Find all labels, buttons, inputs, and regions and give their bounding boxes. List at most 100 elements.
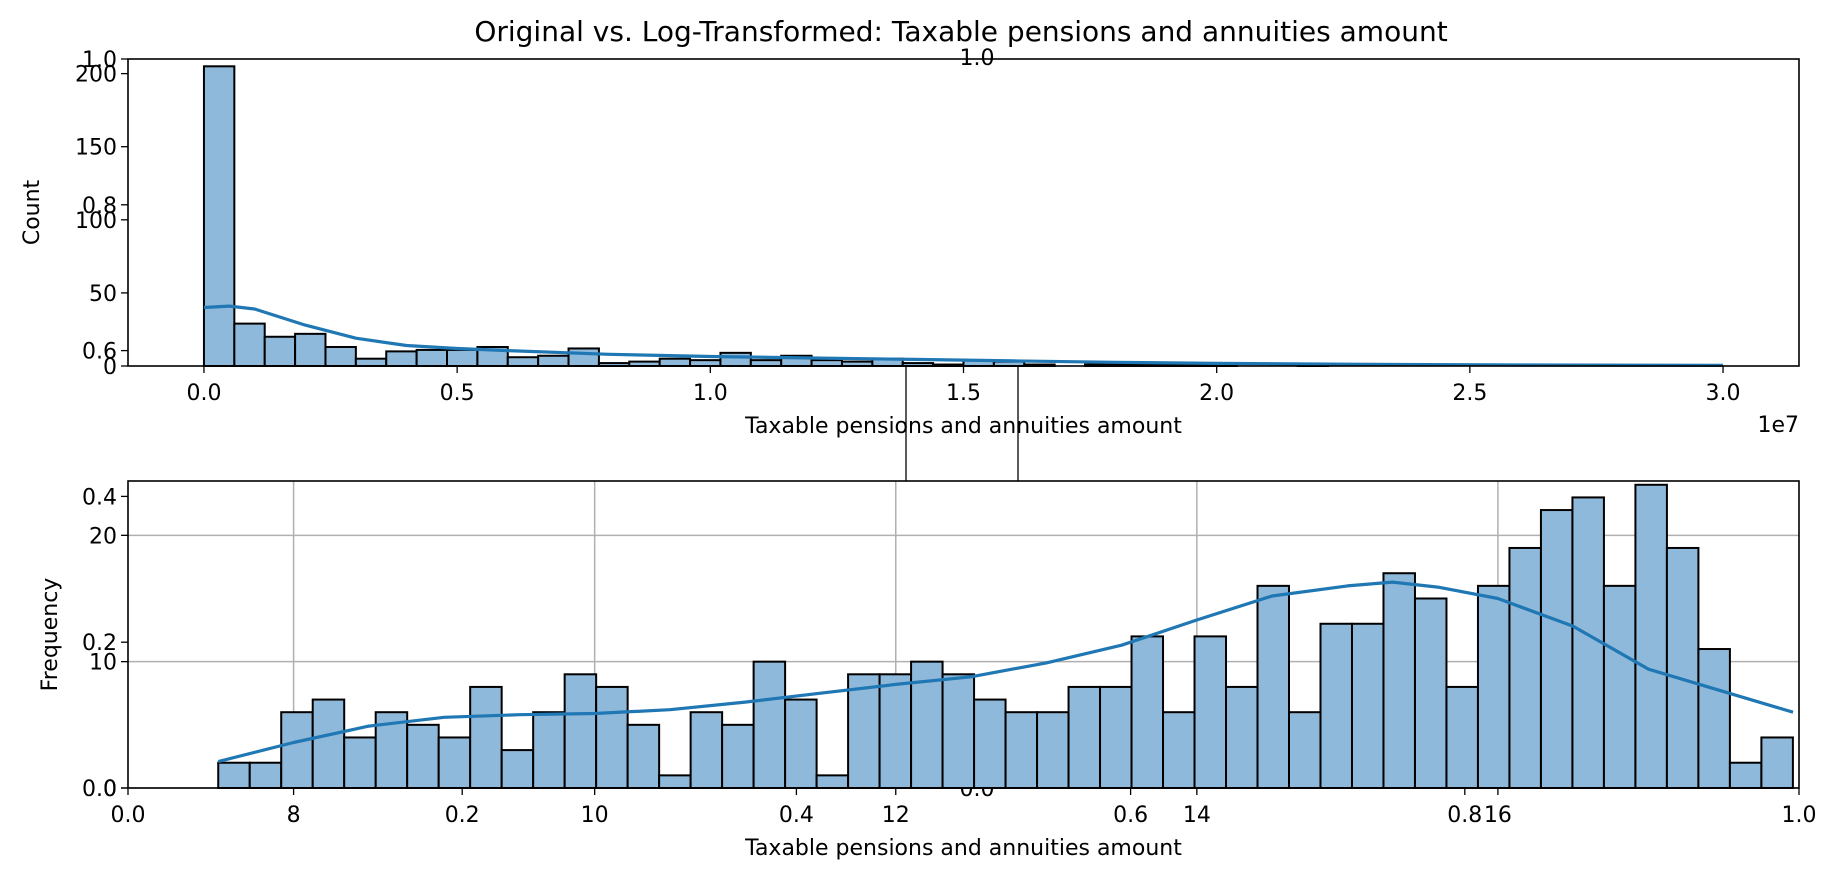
histogram-bar — [784, 698, 818, 789]
bg-xtick-label: 0.0 — [111, 803, 146, 828]
histogram-bar — [1319, 622, 1353, 789]
kde-line — [203, 304, 1724, 367]
histogram-bar — [689, 359, 722, 367]
xtick-label: 2.5 — [1452, 381, 1487, 406]
histogram-bar — [1004, 711, 1039, 789]
histogram-bar — [567, 347, 600, 368]
histogram-bar — [752, 660, 787, 789]
histogram-bar — [1350, 622, 1385, 789]
histogram-bar — [537, 354, 570, 367]
histogram-bar — [1413, 597, 1448, 790]
original-histogram-panel: 0.0 0.5 1.0 1.5 2.0 2.5 3.0 0 50 100 150 200 Taxable… — [20, 58, 1800, 439]
histogram-bar — [406, 723, 440, 790]
xtick-label: 3.0 — [1706, 381, 1741, 406]
histogram-bar — [973, 698, 1007, 789]
histogram-bar — [217, 761, 251, 789]
bg-ytick-label: 1.0 — [82, 48, 117, 73]
histogram-bar — [343, 736, 377, 790]
xtick-label: 1.0 — [693, 381, 728, 406]
ytick-label: 100 — [75, 209, 117, 234]
bg-ytick-label: 0.6 — [82, 340, 117, 365]
histogram-bar — [1256, 584, 1290, 790]
histogram-bar — [294, 332, 327, 368]
histogram-bar — [1760, 736, 1794, 790]
x-scale-offset-label: 1e7 — [1757, 413, 1799, 438]
xtick-label: 2.0 — [1199, 381, 1234, 406]
histogram-bar — [595, 685, 629, 790]
x-axis-label: Taxable pensions and annuities amount — [744, 414, 1182, 439]
histogram-bar — [1697, 648, 1731, 789]
y-axis-label: Frequency — [38, 578, 63, 692]
y-axis-label: Count — [20, 179, 45, 245]
histogram-bar — [1067, 685, 1102, 790]
histogram-bar — [1036, 711, 1070, 789]
histogram-bar — [1225, 685, 1259, 790]
histogram-bar — [1728, 761, 1763, 789]
histogram-bar — [500, 749, 535, 789]
histogram-bar — [1130, 635, 1165, 790]
histogram-bar — [1634, 483, 1668, 789]
bg-xtick-label: 1.0 — [1782, 803, 1817, 828]
histogram-bar — [1162, 711, 1196, 789]
figure-title: Original vs. Log-Transformed: Taxable pe… — [474, 15, 1447, 48]
histogram-bar — [658, 774, 692, 790]
ytick-label: 10 — [89, 651, 117, 676]
bg-ytick-label: 0.4 — [82, 485, 117, 510]
histogram-bar — [847, 673, 881, 790]
ytick-label: 200 — [75, 63, 117, 88]
xtick-label: 8 — [287, 803, 301, 828]
bg-ytick-label: 0.0 — [82, 777, 117, 802]
histogram-bar — [1602, 584, 1637, 790]
bg-xtick-label: 0.6 — [1113, 803, 1148, 828]
xtick-label: 14 — [1183, 803, 1211, 828]
histogram-bar — [469, 685, 503, 790]
bg-xtick-label: 0.2 — [445, 803, 480, 828]
histogram-bar — [721, 723, 755, 790]
histogram-bar — [749, 359, 783, 367]
histogram-bar — [1508, 546, 1542, 790]
histogram-bar — [385, 350, 418, 367]
histogram-bar — [506, 356, 540, 368]
xtick-label: 0.5 — [440, 381, 475, 406]
histogram-bar — [324, 345, 357, 368]
histogram-bar — [233, 322, 266, 368]
histogram-bar — [719, 351, 752, 368]
histogram-bar — [437, 736, 472, 790]
background-axes: 0.0 0.2 0.4 0.6 0.8 1.0 0.0 0.2 0.4 0.6 0.8 1.0 1.0 0… — [82, 46, 1817, 828]
ytick-label: 150 — [75, 136, 117, 161]
histogram-bar — [311, 698, 346, 789]
histogram-bar — [263, 335, 297, 367]
histogram-bar — [280, 711, 314, 789]
histogram-bar — [532, 711, 566, 789]
histogram-bar — [446, 348, 479, 367]
ytick-label: 0 — [103, 355, 117, 380]
histogram-bar — [354, 357, 388, 368]
axes-frame — [127, 480, 1800, 789]
xtick-label: 10 — [581, 803, 609, 828]
histogram-bar — [941, 673, 976, 790]
histogram-bar — [1476, 584, 1511, 790]
histogram-bar — [1382, 572, 1416, 789]
histogram-bar — [815, 774, 850, 790]
ytick-label: 0 — [103, 777, 117, 802]
histogram-bar — [1445, 685, 1479, 790]
histogram-bar — [1099, 685, 1133, 790]
histogram-bar — [415, 348, 449, 367]
xtick-label: 12 — [882, 803, 910, 828]
histogram-bar — [626, 723, 661, 790]
histogram-bar — [878, 673, 913, 790]
histogram-bar — [1193, 635, 1228, 790]
histogram-bar — [658, 357, 692, 368]
histogram-bar — [563, 673, 598, 790]
histogram-bar — [202, 65, 236, 368]
ytick-label: 20 — [89, 524, 117, 549]
histogram-bar — [1539, 509, 1574, 789]
histogram-bar — [1665, 546, 1700, 790]
xtick-label: 0.0 — [186, 381, 221, 406]
kde-line — [217, 580, 1794, 764]
bg-xtick-label: 0.8 — [1447, 803, 1482, 828]
histogram-bar — [810, 359, 843, 367]
bg-ytick-label: 0.2 — [82, 631, 117, 656]
log-histogram-panel: 8 10 12 14 16 0 10 20 Taxable pensions and annui… — [38, 480, 1800, 861]
